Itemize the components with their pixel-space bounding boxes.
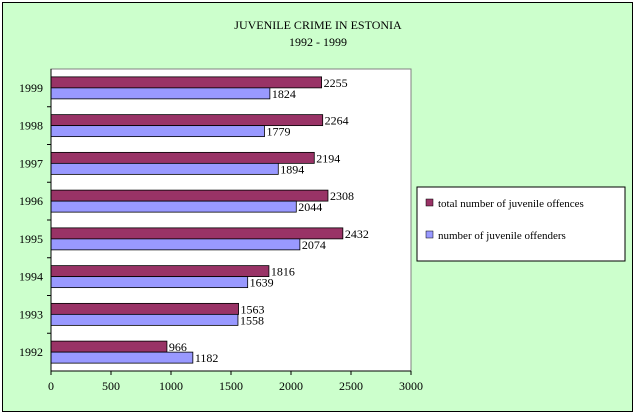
- bar-1997-series1: [50, 151, 315, 164]
- category-label-1992: 1992: [19, 345, 43, 359]
- data-label-1998-series1: 2264: [325, 114, 349, 128]
- data-label-1996-series2: 2044: [298, 200, 322, 214]
- data-label-1997-series1: 2194: [316, 151, 340, 165]
- bar-1996-series1: [50, 189, 329, 202]
- data-label-1994-series2: 1639: [250, 276, 274, 290]
- category-label-1995: 1995: [19, 232, 43, 246]
- category-label-1996: 1996: [19, 194, 43, 208]
- data-label-1998-series2: 1779: [266, 125, 290, 139]
- legend-label-offences: total number of juvenile offences: [438, 198, 584, 210]
- legend-label-offenders: number of juvenile offenders: [438, 230, 566, 242]
- category-label-1997: 1997: [19, 156, 43, 170]
- x-tick-label-2000: 2000: [279, 379, 303, 393]
- legend-swatch-offenders: [425, 230, 434, 239]
- bar-1992-series1: [50, 340, 168, 353]
- bars-group: [50, 76, 344, 364]
- data-label-1994-series1: 1816: [271, 265, 295, 279]
- category-label-1993: 1993: [19, 307, 43, 321]
- bar-1995-series1: [50, 227, 344, 240]
- data-label-1999-series1: 2255: [324, 76, 348, 90]
- bar-1999-series2: [50, 87, 271, 100]
- x-ticks-group: 0 500 1000 1500 2000 2500 3000: [48, 370, 423, 393]
- legend: total number of juvenile offences number…: [416, 186, 626, 262]
- bar-1997-series2: [50, 162, 279, 175]
- data-label-1995-series1: 2432: [345, 227, 369, 241]
- data-label-1997-series2: 1894: [280, 162, 304, 176]
- chart-title: JUVENILE CRIME IN ESTONIA: [234, 18, 402, 32]
- chart-svg: JUVENILE CRIME IN ESTONIA 1992 - 1999 22…: [19, 18, 626, 393]
- data-label-1993-series2: 1558: [240, 313, 264, 327]
- legend-box: [416, 186, 626, 262]
- legend-swatch-offences: [425, 198, 434, 207]
- data-label-1992-series1: 966: [169, 340, 187, 354]
- category-ticks-group: 1999 1998 1997 1996 1995 1994 1993 1992: [19, 69, 52, 371]
- x-tick-label-500: 500: [102, 379, 120, 393]
- data-labels-group: 2255 1824 2264 1779 2194 1894 2308 2044 2432 2074…: [169, 76, 369, 365]
- category-label-1994: 1994: [19, 270, 43, 284]
- chart-area: JUVENILE CRIME IN ESTONIA 1992 - 1999 22…: [2, 2, 633, 412]
- bar-1994-series2: [50, 276, 249, 289]
- data-label-1999-series2: 1824: [272, 87, 296, 101]
- x-tick-label-0: 0: [48, 379, 54, 393]
- bar-1994-series1: [50, 265, 270, 278]
- category-label-1998: 1998: [19, 119, 43, 133]
- x-tick-label-1500: 1500: [219, 379, 243, 393]
- x-tick-label-2500: 2500: [339, 379, 363, 393]
- data-label-1995-series2: 2074: [302, 238, 326, 252]
- category-label-1999: 1999: [19, 81, 43, 95]
- data-label-1996-series1: 2308: [330, 189, 354, 203]
- data-label-1993-series1: 1563: [241, 302, 265, 316]
- bar-1995-series2: [50, 238, 301, 251]
- x-tick-label-3000: 3000: [399, 379, 423, 393]
- bar-1993-series1: [50, 302, 239, 315]
- x-tick-label-1000: 1000: [159, 379, 183, 393]
- bar-1998-series2: [50, 125, 265, 138]
- bar-1993-series2: [50, 313, 239, 326]
- chart-subtitle: 1992 - 1999: [289, 35, 347, 49]
- bar-1996-series2: [50, 200, 297, 213]
- data-label-1992-series2: 1182: [195, 351, 219, 365]
